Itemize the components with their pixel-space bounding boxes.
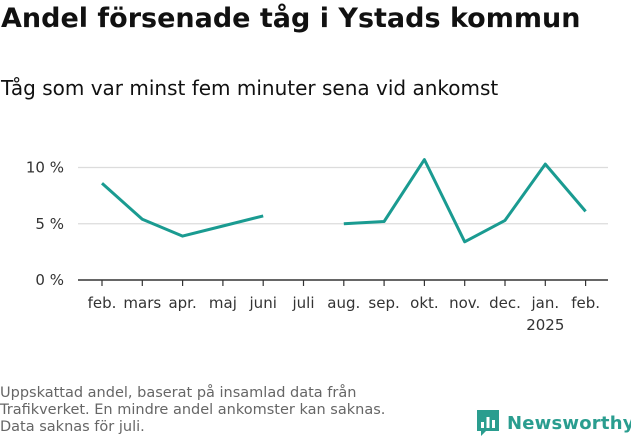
y-gridlines xyxy=(78,166,608,225)
series-lines xyxy=(101,158,587,244)
series-line xyxy=(101,182,264,238)
x-tick-label: maj xyxy=(209,294,237,312)
newsworthy-chart-logo-icon xyxy=(477,410,499,436)
x-tick-label: mars xyxy=(123,294,161,312)
y-tick-labels: 0 % 5 % 10 % xyxy=(26,159,64,290)
series-line xyxy=(343,158,587,244)
x-tick-label: apr. xyxy=(168,294,196,312)
x-tick-label: juli xyxy=(291,294,314,312)
footnote-line: Uppskattad andel, baserat på insamlad da… xyxy=(0,385,357,401)
line-chart: 0 % 5 % 10 % feb. mars apr. maj juni juli aug. se… xyxy=(26,158,608,334)
x-tick-label: aug. xyxy=(327,294,360,312)
footnote-line: Data saknas för juli. xyxy=(0,419,145,435)
x-tick-label: feb. xyxy=(88,294,117,312)
brand-logo: Newsworthy xyxy=(475,408,631,438)
x-tick-label: nov. xyxy=(449,294,480,312)
footnote-line: Trafikverket. En mindre andel ankomster … xyxy=(0,402,386,418)
footnote: Uppskattad andel, baserat på insamlad da… xyxy=(0,385,440,436)
y-tick-label: 10 % xyxy=(26,159,64,177)
x-tick-label: dec. xyxy=(489,294,521,312)
chart-title: Andel försenade tåg i Ystads kommun xyxy=(1,3,581,34)
x-tick-label: feb. xyxy=(571,294,600,312)
x-year-label: 2025 xyxy=(526,316,564,334)
x-tick-label: juni xyxy=(249,294,277,312)
x-tick-label: okt. xyxy=(410,294,439,312)
brand-name: Newsworthy xyxy=(507,412,631,434)
chart-subtitle: Tåg som var minst fem minuter sena vid a… xyxy=(1,76,499,100)
x-tick-label: jan. xyxy=(530,294,559,312)
y-tick-label: 5 % xyxy=(35,215,64,233)
x-axis: feb. mars apr. maj juni juli aug. sep. okt. nov. d… xyxy=(78,279,608,334)
y-tick-label: 0 % xyxy=(35,271,64,289)
x-tick-label: sep. xyxy=(368,294,399,312)
